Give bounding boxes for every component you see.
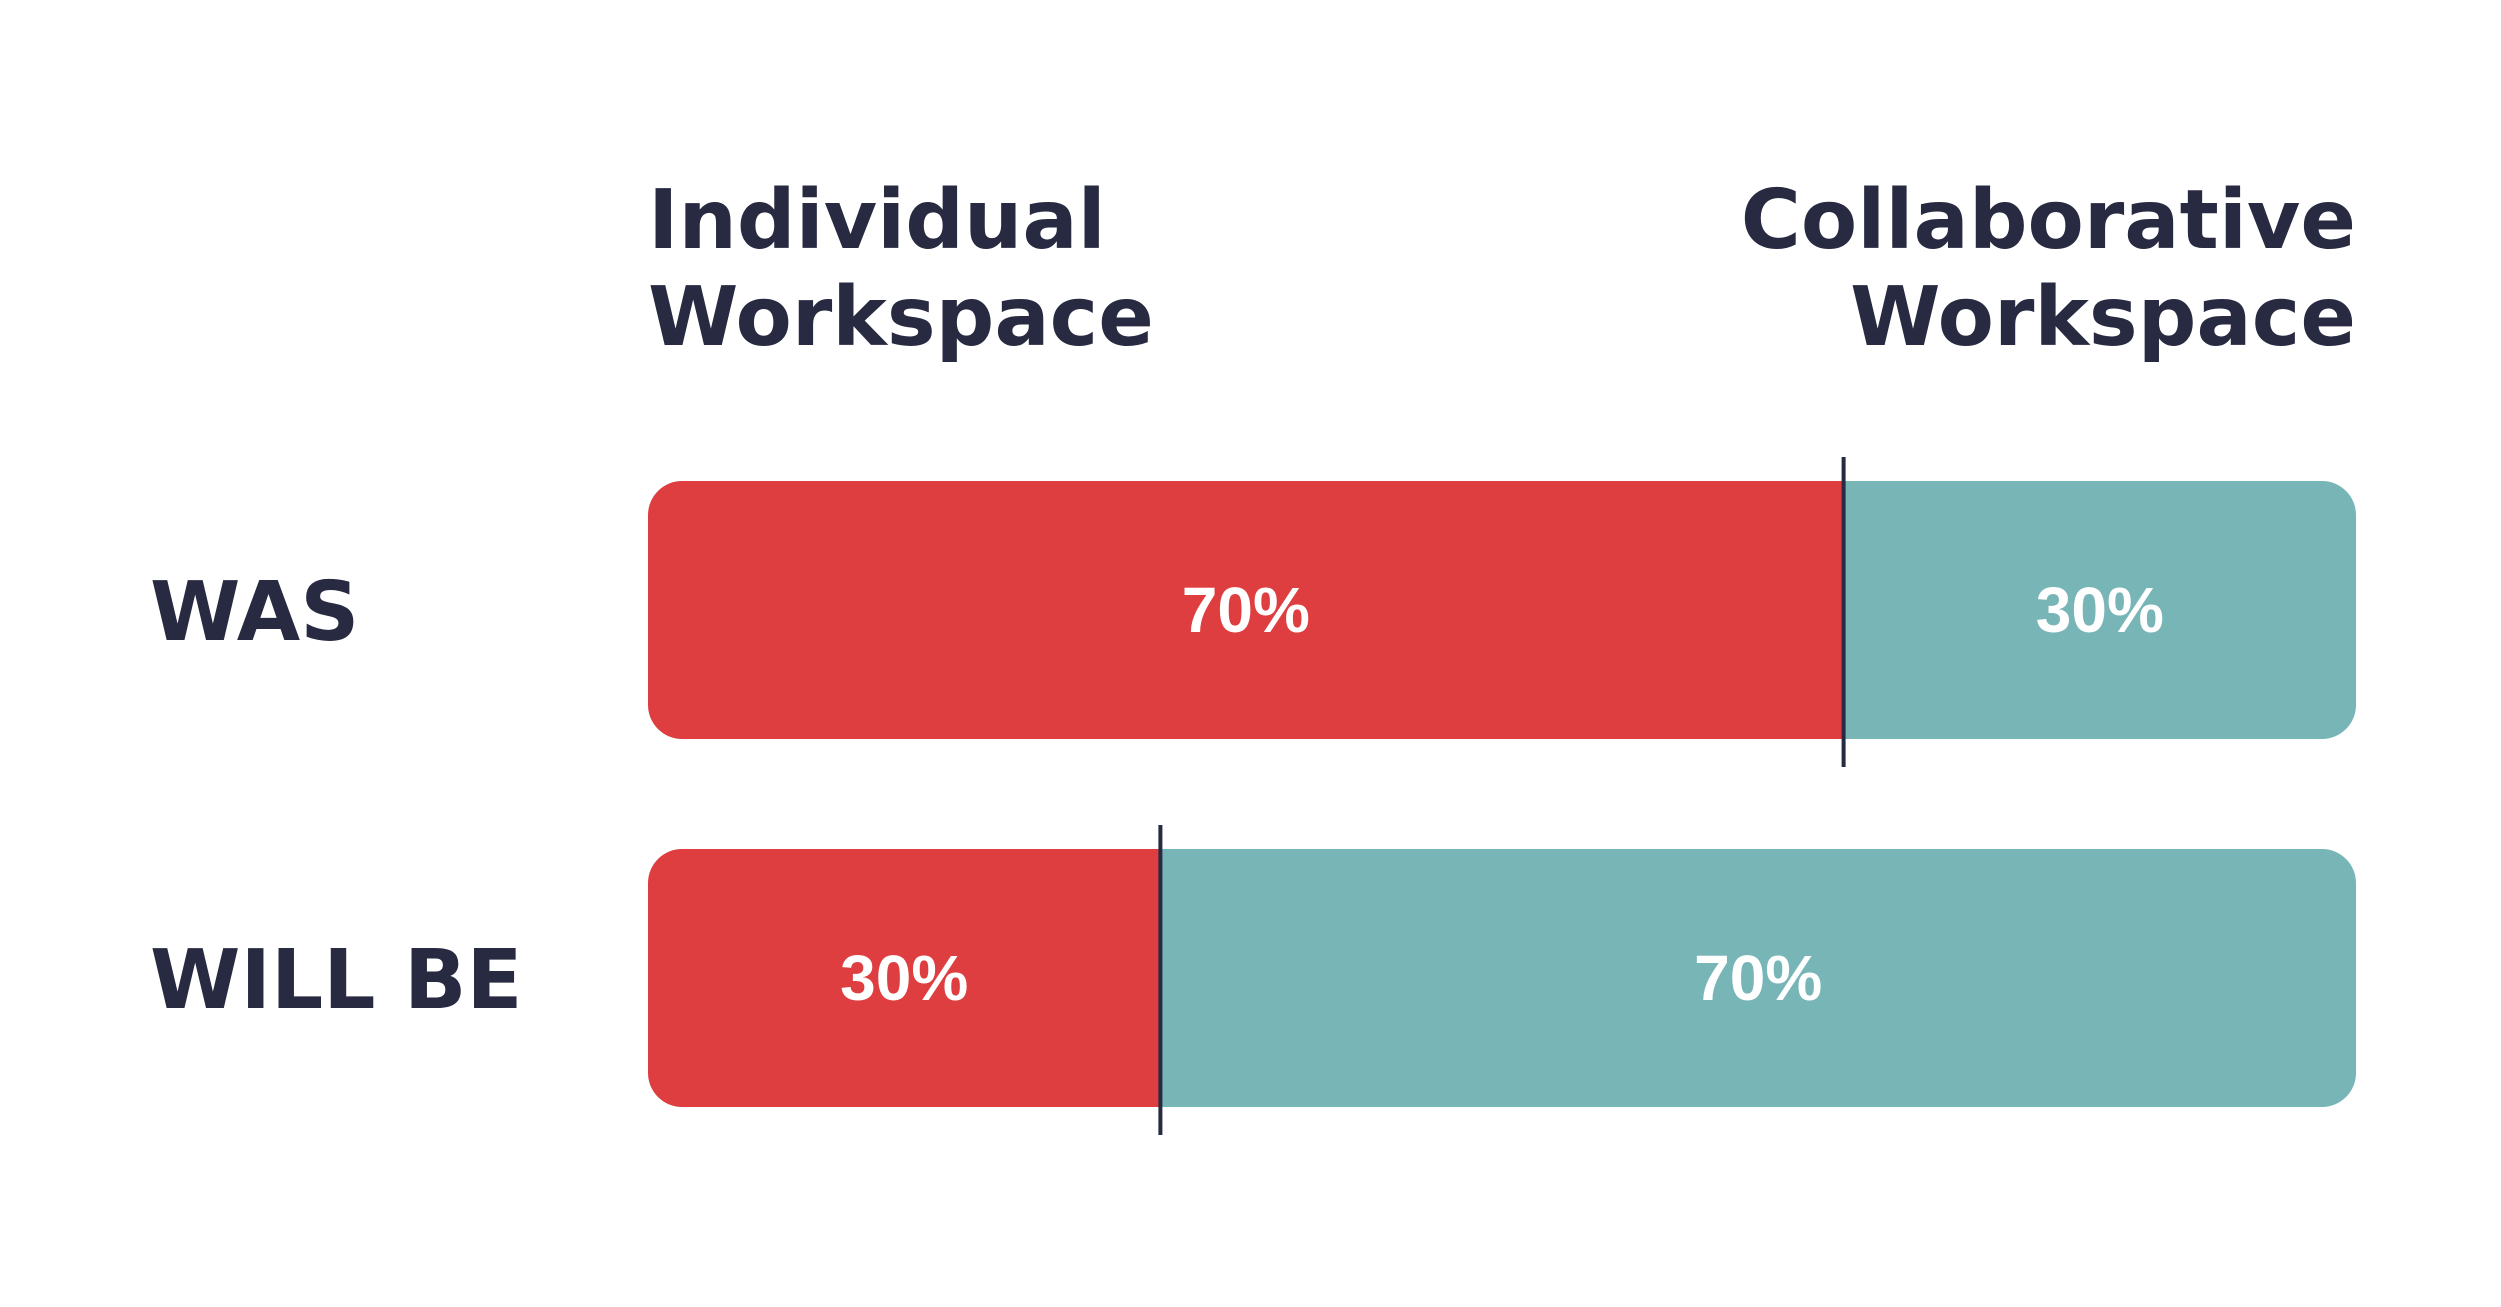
bar-segment-1-1 — [1160, 849, 2356, 1107]
segment-label-0-1: 30% — [2036, 574, 2164, 646]
right-heading-line-2: Workspace — [1850, 270, 2356, 365]
right-heading-line-1: Collaborative — [1741, 173, 2356, 268]
left-heading-line-1: Individual — [648, 173, 1106, 268]
bar-segment-0-0 — [648, 481, 1844, 739]
bars-group: WAS 70% 30% WILL BE 30% 70% — [150, 457, 2356, 1135]
bar-segment-0-1 — [1843, 481, 2356, 739]
row-label-1: WILL BE — [150, 933, 523, 1028]
bar-segment-1-0 — [648, 849, 1161, 1107]
segment-label-0-0: 70% — [1182, 574, 1310, 646]
left-heading-line-2: Workspace — [648, 270, 1154, 365]
segment-label-1-1: 70% — [1694, 942, 1822, 1014]
row-label-0: WAS — [150, 565, 359, 660]
segment-label-1-0: 30% — [840, 942, 968, 1014]
